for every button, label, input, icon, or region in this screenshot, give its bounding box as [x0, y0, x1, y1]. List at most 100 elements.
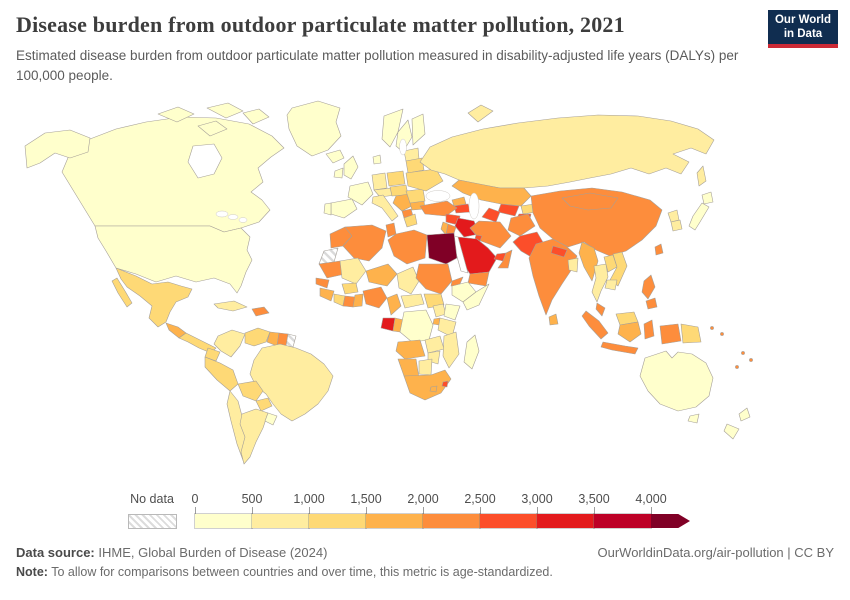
country-venezuela[interactable]: [244, 327, 271, 347]
country-pacific-islands-2[interactable]: [720, 332, 724, 336]
country-italy[interactable]: [371, 194, 399, 222]
legend-bin-6[interactable]: [536, 513, 595, 529]
country-myanmar[interactable]: [578, 241, 599, 282]
country-cuba[interactable]: [213, 300, 248, 312]
country-botswana[interactable]: [418, 358, 433, 376]
country-taiwan[interactable]: [654, 243, 664, 256]
country-australia-tasmania[interactable]: [687, 413, 700, 424]
country-borneo-indonesia[interactable]: [617, 321, 642, 343]
country-angola[interactable]: [395, 339, 426, 360]
country-canada-arctic2[interactable]: [206, 102, 244, 119]
country-namibia[interactable]: [397, 358, 420, 379]
citation-link[interactable]: OurWorldinData.org/air-pollution | CC BY: [597, 545, 834, 560]
country-mongolia[interactable]: [561, 192, 619, 211]
country-algeria[interactable]: [342, 224, 387, 262]
country-drc[interactable]: [399, 309, 434, 343]
country-uruguay[interactable]: [264, 412, 278, 426]
country-madagascar[interactable]: [463, 334, 480, 370]
legend-bin-3[interactable]: [365, 513, 424, 529]
country-philippines-mindanao[interactable]: [645, 297, 658, 310]
country-malaysia-peninsula[interactable]: [595, 302, 606, 317]
country-egypt[interactable]: [426, 232, 458, 265]
country-iran[interactable]: [469, 220, 512, 249]
country-turkey[interactable]: [419, 200, 458, 217]
country-papua-indonesia[interactable]: [659, 323, 682, 345]
country-central-african-republic[interactable]: [400, 293, 425, 309]
country-canada-arctic4[interactable]: [242, 108, 270, 125]
country-philippines[interactable]: [641, 274, 656, 300]
country-pacific-islands-4[interactable]: [749, 358, 753, 362]
country-japan-hokkaido[interactable]: [701, 191, 714, 205]
country-papua-new-guinea[interactable]: [680, 323, 702, 344]
country-japan-honshu[interactable]: [688, 202, 710, 231]
country-spain[interactable]: [330, 198, 358, 219]
country-argentina[interactable]: [239, 408, 269, 465]
country-sri-lanka[interactable]: [548, 313, 559, 326]
country-canada[interactable]: [61, 116, 285, 233]
country-ecuador[interactable]: [204, 347, 221, 362]
country-afghanistan[interactable]: [507, 213, 536, 237]
country-norway[interactable]: [381, 108, 404, 148]
country-burkina-faso[interactable]: [341, 282, 359, 295]
country-guinea[interactable]: [319, 287, 335, 302]
country-bolivia[interactable]: [237, 380, 264, 402]
legend-bin-1[interactable]: [251, 513, 310, 529]
country-romania[interactable]: [405, 188, 426, 204]
country-pacific-islands-5[interactable]: [735, 365, 739, 369]
country-yemen[interactable]: [467, 271, 490, 287]
country-eswatini[interactable]: [441, 380, 449, 388]
country-french-guiana[interactable]: [285, 333, 297, 348]
country-belarus[interactable]: [405, 157, 425, 174]
country-nigeria[interactable]: [362, 286, 388, 309]
country-russia-novaya-zemlya[interactable]: [467, 104, 494, 123]
country-iraq[interactable]: [454, 217, 480, 238]
legend-bin-8[interactable]: [651, 514, 690, 528]
country-pacific-islands-1[interactable]: [710, 326, 714, 330]
country-niger[interactable]: [365, 263, 398, 287]
country-usa-alaska[interactable]: [24, 129, 91, 169]
country-indonesia-sulawesi[interactable]: [643, 319, 655, 340]
country-oman[interactable]: [497, 249, 513, 269]
country-kenya[interactable]: [443, 303, 461, 321]
country-poland[interactable]: [386, 170, 406, 187]
legend-bin-5[interactable]: [479, 513, 538, 529]
country-finland[interactable]: [411, 113, 426, 146]
country-france[interactable]: [347, 181, 374, 206]
country-mali[interactable]: [339, 257, 367, 285]
country-togo-benin[interactable]: [352, 293, 364, 308]
country-ireland[interactable]: [333, 167, 344, 179]
country-libya[interactable]: [387, 229, 428, 265]
country-ukraine[interactable]: [405, 168, 444, 192]
country-uk[interactable]: [343, 155, 359, 180]
country-peru[interactable]: [204, 356, 239, 392]
country-colombia[interactable]: [213, 329, 246, 358]
country-chad[interactable]: [396, 266, 420, 295]
legend-bin-0[interactable]: [194, 513, 253, 529]
country-pacific-islands-3[interactable]: [741, 351, 745, 355]
country-indonesia-sumatra[interactable]: [581, 310, 609, 340]
country-somalia[interactable]: [462, 283, 490, 311]
country-australia[interactable]: [639, 350, 714, 412]
country-vietnam[interactable]: [609, 251, 628, 287]
country-mexico-baja[interactable]: [111, 277, 133, 308]
country-denmark[interactable]: [372, 154, 382, 165]
country-north-korea[interactable]: [667, 209, 680, 223]
country-new-zealand-south[interactable]: [723, 423, 740, 440]
country-china[interactable]: [530, 187, 663, 257]
legend-bin-7[interactable]: [593, 513, 652, 529]
country-bangladesh[interactable]: [567, 257, 579, 273]
country-germany[interactable]: [371, 172, 388, 191]
country-senegal[interactable]: [315, 277, 330, 289]
country-indonesia-java[interactable]: [600, 341, 639, 355]
country-lesotho[interactable]: [429, 385, 438, 393]
country-usa[interactable]: [94, 225, 253, 294]
legend-bin-2[interactable]: [308, 513, 367, 529]
country-gabon[interactable]: [380, 317, 396, 332]
country-turkmenistan[interactable]: [481, 207, 501, 223]
country-mozambique[interactable]: [442, 331, 460, 369]
country-canada-arctic3[interactable]: [197, 120, 228, 137]
country-new-zealand-north[interactable]: [738, 407, 751, 422]
country-greenland[interactable]: [286, 100, 342, 157]
country-paraguay[interactable]: [255, 397, 273, 412]
country-thailand[interactable]: [591, 263, 609, 303]
